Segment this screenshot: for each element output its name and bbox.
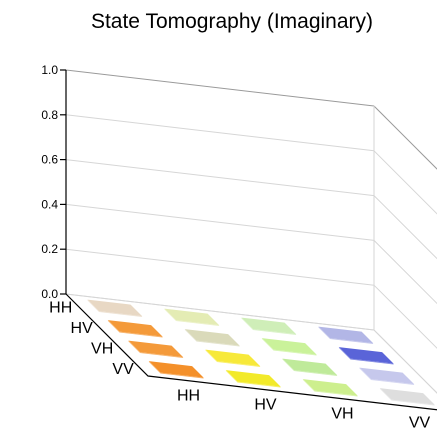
bar-VV-HH (148, 361, 204, 378)
floor-back-edge (65, 293, 375, 331)
back-wall-gridline (65, 114, 375, 152)
bar-HH-VV (318, 326, 374, 344)
bar-front-face (160, 372, 204, 379)
z-tick-label: 1.0 (41, 63, 58, 77)
floor-front-edges (65, 293, 437, 411)
bar-VH-HH (128, 340, 184, 358)
side-wall-gridline (373, 284, 437, 349)
bar-left-face (338, 347, 351, 360)
bar-front-face (98, 311, 143, 317)
bar-left-face (379, 388, 392, 401)
bar-front-face (350, 358, 394, 365)
bar-left-face (148, 361, 161, 374)
side-wall-gridline (373, 150, 437, 215)
side-wall-gridline (373, 105, 437, 170)
bar-VH-VV (359, 367, 415, 385)
bar-left-face (128, 340, 140, 353)
bar-left-face (282, 358, 294, 371)
bar-front-face (216, 361, 261, 367)
bar-front-face (293, 370, 338, 376)
row-label: HH (49, 299, 72, 316)
bar-VH-HV (205, 349, 261, 367)
bar-front-face (314, 390, 358, 397)
bar-VV-VV (379, 388, 435, 405)
z-axis: 0.0 0.2 0.4 0.6 0.8 1.0 (41, 63, 67, 301)
bar-left-face (87, 299, 99, 312)
bar-left-face (302, 379, 315, 392)
bar-left-face (107, 320, 120, 333)
bar-left-face (359, 367, 371, 380)
bar-front-face (273, 349, 317, 356)
row-label: VV (112, 361, 134, 378)
bar-left-face (205, 349, 217, 362)
col-label: VH (331, 406, 353, 423)
bar-left-face (164, 308, 176, 321)
floor-side-edge (373, 329, 437, 394)
side-wall-gridline (373, 195, 437, 260)
chart-bars (87, 299, 435, 406)
bar-VV-VH (302, 379, 358, 396)
z-tick-label: 0.2 (41, 242, 58, 256)
back-wall-gridline (65, 69, 375, 107)
z-tick-label: 0.8 (41, 108, 58, 122)
bar-front-face (119, 331, 163, 338)
bar-front-face (329, 338, 374, 344)
z-tick-label: 0.0 (41, 287, 58, 301)
back-wall-gridline (65, 203, 375, 241)
bar-left-face (318, 326, 330, 339)
bar-HH-HH (87, 299, 143, 317)
bar-HV-HH (107, 320, 163, 337)
chart-walls (65, 69, 437, 394)
bar-front-face (370, 379, 415, 385)
row-labels: HH HV VH VV (49, 299, 134, 378)
bar-left-face (241, 317, 253, 330)
bar-front-face (139, 352, 184, 358)
back-wall-gridline (65, 159, 375, 197)
bar-front-face (237, 381, 281, 388)
bar-left-face (225, 370, 238, 383)
bar-front-face (175, 320, 220, 326)
bar-VV-HV (225, 370, 281, 387)
z-tick-label: 0.6 (41, 153, 58, 167)
col-label: HV (254, 397, 277, 414)
col-label: VV (409, 415, 431, 432)
bar-front-face (196, 340, 240, 347)
row-label: VH (91, 340, 113, 357)
bar-left-face (184, 329, 197, 342)
bar-HV-VH (261, 338, 317, 355)
col-label: HH (177, 388, 200, 405)
bar-HV-VV (338, 347, 394, 364)
row-label: HV (71, 320, 94, 337)
back-wall-gridline (65, 248, 375, 286)
bar-front-face (391, 399, 435, 406)
chart-title: State Tomography (Imaginary) (91, 10, 373, 33)
z-tick-label: 0.4 (41, 197, 58, 211)
col-labels: HH HV VH VV (177, 388, 431, 432)
bar-left-face (261, 338, 274, 351)
chart-floor (65, 293, 437, 411)
bar-front-face (252, 329, 297, 335)
bar-HH-HV (164, 308, 220, 326)
bar-VH-VH (282, 358, 338, 376)
bar-HH-VH (241, 317, 297, 335)
bar-HV-HV (184, 329, 240, 346)
side-wall-gridline (373, 240, 437, 305)
